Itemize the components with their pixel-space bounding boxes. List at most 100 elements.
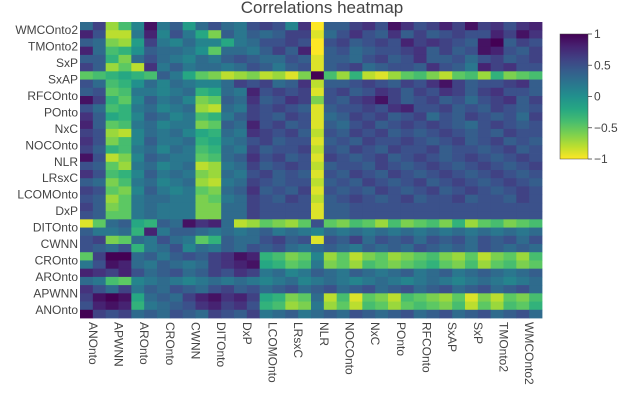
heatmap-cell — [221, 96, 235, 105]
heatmap-cell — [285, 219, 299, 228]
heatmap-cell — [182, 170, 196, 179]
heatmap-cell — [336, 137, 350, 146]
heatmap-cell — [490, 227, 504, 237]
heatmap-cell — [388, 145, 402, 154]
heatmap-cell — [131, 54, 145, 64]
heatmap-cell — [400, 112, 415, 122]
heatmap-cell — [131, 194, 145, 204]
heatmap-cell — [234, 235, 248, 245]
heatmap-cell — [388, 22, 402, 31]
heatmap-cell — [169, 309, 184, 319]
heatmap-cell — [118, 293, 132, 302]
heatmap-cell — [105, 178, 119, 187]
heatmap-cell — [516, 79, 530, 89]
heatmap-cell — [285, 260, 299, 270]
heatmap-cell — [246, 137, 261, 146]
heatmap-cell — [131, 252, 145, 261]
heatmap-cell — [272, 96, 286, 105]
heatmap-cell — [272, 170, 286, 179]
heatmap-cell — [439, 137, 453, 146]
heatmap-cell — [465, 293, 479, 302]
heatmap-cell — [92, 170, 107, 179]
heatmap-cell — [477, 22, 492, 31]
heatmap-cell — [388, 46, 402, 56]
heatmap-cell — [388, 285, 402, 294]
heatmap-cell — [516, 22, 530, 31]
heatmap-cell — [439, 276, 453, 286]
heatmap-cell — [413, 293, 427, 302]
heatmap-cell — [105, 202, 119, 212]
heatmap-cell — [452, 285, 466, 294]
heatmap-cell — [323, 178, 338, 187]
heatmap-cell — [311, 96, 325, 105]
heatmap-cell — [272, 268, 286, 278]
heatmap-cell — [388, 276, 402, 286]
heatmap-cell — [388, 104, 402, 113]
heatmap-cell — [529, 260, 543, 270]
heatmap-cell — [169, 153, 184, 163]
heatmap-cell — [426, 96, 440, 105]
heatmap-cell — [349, 186, 363, 196]
x-tick-label: NxC — [368, 322, 382, 346]
heatmap-cell — [503, 252, 517, 261]
heatmap-cell — [465, 170, 479, 179]
heatmap-cell — [80, 178, 94, 187]
heatmap-cell — [362, 202, 376, 212]
heatmap-cell — [195, 178, 209, 187]
heatmap-cell — [118, 104, 132, 113]
heatmap-cell — [157, 301, 171, 311]
heatmap-cell — [285, 38, 299, 48]
heatmap-cell — [259, 120, 273, 130]
x-tick-label: WMCOnto2 — [522, 322, 536, 385]
heatmap-cell — [195, 120, 209, 130]
heatmap-cell — [349, 22, 363, 31]
heatmap-cell — [105, 219, 119, 228]
heatmap-cell — [195, 54, 209, 64]
heatmap-cell — [208, 235, 222, 245]
heatmap-cell — [169, 235, 184, 245]
heatmap-cell — [157, 104, 171, 113]
heatmap-cell — [490, 120, 504, 130]
heatmap-cell — [144, 194, 158, 204]
heatmap-cell — [362, 120, 376, 130]
heatmap-cell — [234, 145, 248, 154]
heatmap-cell — [118, 219, 132, 228]
heatmap-cell — [298, 87, 312, 97]
heatmap-cell — [144, 260, 158, 270]
heatmap-cell — [105, 63, 119, 72]
heatmap-cell — [92, 235, 107, 245]
heatmap-cell — [336, 120, 350, 130]
heatmap-cell — [272, 137, 286, 146]
heatmap-cell — [336, 268, 350, 278]
heatmap-cell — [105, 137, 119, 146]
heatmap-cell — [221, 178, 235, 187]
heatmap-cell — [285, 293, 299, 302]
heatmap-cell — [349, 252, 363, 261]
heatmap-cell — [336, 219, 350, 228]
heatmap-cell — [400, 186, 415, 196]
heatmap-cell — [208, 178, 222, 187]
heatmap-cell — [529, 309, 543, 319]
heatmap-cell — [144, 161, 158, 171]
heatmap-cell — [298, 128, 312, 138]
heatmap-cell — [400, 309, 415, 319]
heatmap-cell — [323, 63, 338, 72]
colorbar-tick-label: −0.5 — [594, 121, 618, 135]
x-tick-label: LCOMOnto — [266, 322, 280, 383]
heatmap-cell — [246, 268, 261, 278]
heatmap-cell — [118, 178, 132, 187]
heatmap-cell — [516, 120, 530, 130]
heatmap-cell — [503, 46, 517, 56]
heatmap-cell — [400, 227, 415, 237]
heatmap-cell — [80, 276, 94, 286]
heatmap-cell — [362, 30, 376, 39]
heatmap-cell — [400, 268, 415, 278]
heatmap-cell — [221, 112, 235, 122]
heatmap-cell — [529, 46, 543, 56]
heatmap-cell — [221, 260, 235, 270]
heatmap-cell — [131, 79, 145, 89]
heatmap-cell — [272, 30, 286, 39]
heatmap-cell — [259, 145, 273, 154]
heatmap-cell — [375, 137, 389, 146]
heatmap-cell — [490, 260, 504, 270]
